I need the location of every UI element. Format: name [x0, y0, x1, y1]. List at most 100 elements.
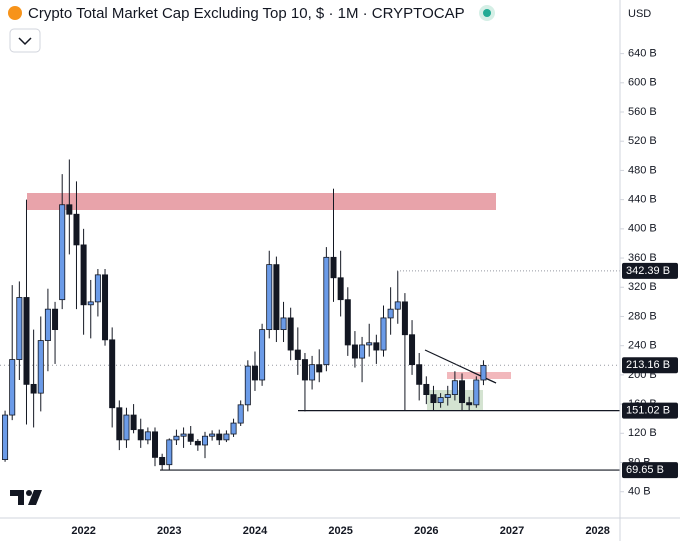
candle-body [437, 397, 444, 404]
chevron-icon [18, 37, 32, 46]
candle-body [194, 440, 201, 446]
candle-body [16, 297, 23, 360]
candle-body [401, 301, 408, 336]
candle-body [116, 407, 123, 441]
y-tick-label: 40 B [628, 486, 651, 498]
candle-body [30, 383, 37, 394]
candle-body [351, 344, 358, 359]
levels [0, 270, 620, 471]
candles [2, 159, 487, 470]
candle-body [173, 435, 180, 441]
x-tick-label: 2025 [328, 525, 352, 537]
y-tick-label: 560 B [628, 106, 657, 118]
x-tick-label: 2027 [500, 525, 524, 537]
candle-body [152, 431, 159, 458]
candle-body [244, 365, 251, 406]
price-label-box [622, 262, 678, 279]
candle-body [344, 299, 351, 346]
candle-body [180, 433, 187, 437]
candle-body [444, 394, 451, 398]
candle-body [294, 349, 301, 360]
candle-body [301, 359, 308, 381]
candle-body [273, 264, 280, 331]
candle-body [473, 379, 480, 406]
candle-body [201, 435, 208, 446]
candle-body [287, 317, 294, 351]
candle-body [237, 404, 244, 424]
candle-body [59, 204, 66, 301]
candle-body [266, 264, 273, 331]
y-tick-label: 240 B [628, 340, 657, 352]
candle-body [209, 433, 216, 437]
candle-body [280, 317, 287, 331]
y-tick-label: 480 B [628, 164, 657, 176]
candle-body [94, 274, 101, 303]
status-dot [483, 9, 491, 17]
candle-body [409, 334, 416, 366]
candle-body [37, 340, 44, 394]
candle-body [23, 297, 30, 385]
x-tick-label: 2026 [414, 525, 438, 537]
price-label: 213.16 B [626, 359, 670, 371]
currency-button[interactable] [621, 1, 679, 27]
candle-body [309, 364, 316, 381]
candle-body [2, 414, 9, 460]
candle-body [459, 380, 466, 404]
candle-body [144, 431, 151, 441]
candle-body [466, 402, 473, 406]
candle-body [166, 439, 173, 466]
candle-body [216, 433, 223, 441]
candle-body [187, 433, 194, 442]
y-tick-label: 520 B [628, 135, 657, 147]
candle-body [330, 256, 337, 279]
candle-body [394, 301, 401, 310]
candle-body [373, 342, 380, 351]
price-label-box [622, 462, 678, 479]
x-tick-label: 2023 [157, 525, 181, 537]
price-label: 342.39 B [626, 265, 670, 277]
x-tick-label: 2022 [71, 525, 95, 537]
chart-title: Crypto Total Market Cap Excluding Top 10… [28, 5, 465, 22]
candle-body [44, 308, 51, 341]
symbol-icon [8, 6, 22, 20]
x-tick-label: 2028 [585, 525, 609, 537]
y-tick-label: 640 B [628, 48, 657, 60]
candle-body [123, 414, 130, 441]
y-tick-label: 440 B [628, 194, 657, 206]
candle-body [137, 429, 144, 441]
candle-body [259, 329, 266, 381]
y-tick-label: 280 B [628, 310, 657, 322]
candle-body [423, 383, 430, 395]
candle-body [366, 342, 373, 346]
candle-body [337, 277, 344, 301]
candle-body [359, 344, 366, 359]
collapse-button[interactable] [9, 28, 41, 53]
price-label-box [622, 357, 678, 374]
candle-body [80, 244, 87, 306]
y-tick-label: 400 B [628, 223, 657, 235]
price-label: 151.02 B [626, 405, 670, 417]
candle-body [230, 422, 237, 435]
candle-body [66, 204, 73, 215]
candle-body [223, 433, 230, 441]
candle-body [73, 213, 80, 246]
price-label-box [622, 402, 678, 419]
y-tick-label: 360 B [628, 252, 657, 264]
candle-body [430, 394, 437, 404]
candle-body [130, 414, 137, 431]
candle-body [9, 359, 16, 416]
resistance-zone [27, 193, 496, 210]
y-tick-label: 320 B [628, 281, 657, 293]
candle-body [159, 456, 166, 466]
currency: USD [628, 8, 651, 20]
y-tick-label: 120 B [628, 427, 657, 439]
x-tick-label: 2024 [243, 525, 268, 537]
y-tick-label: 600 B [628, 77, 657, 89]
candle-body [102, 274, 109, 341]
candle-body [480, 364, 487, 381]
candle-body [380, 317, 387, 351]
candle-body [109, 339, 116, 409]
